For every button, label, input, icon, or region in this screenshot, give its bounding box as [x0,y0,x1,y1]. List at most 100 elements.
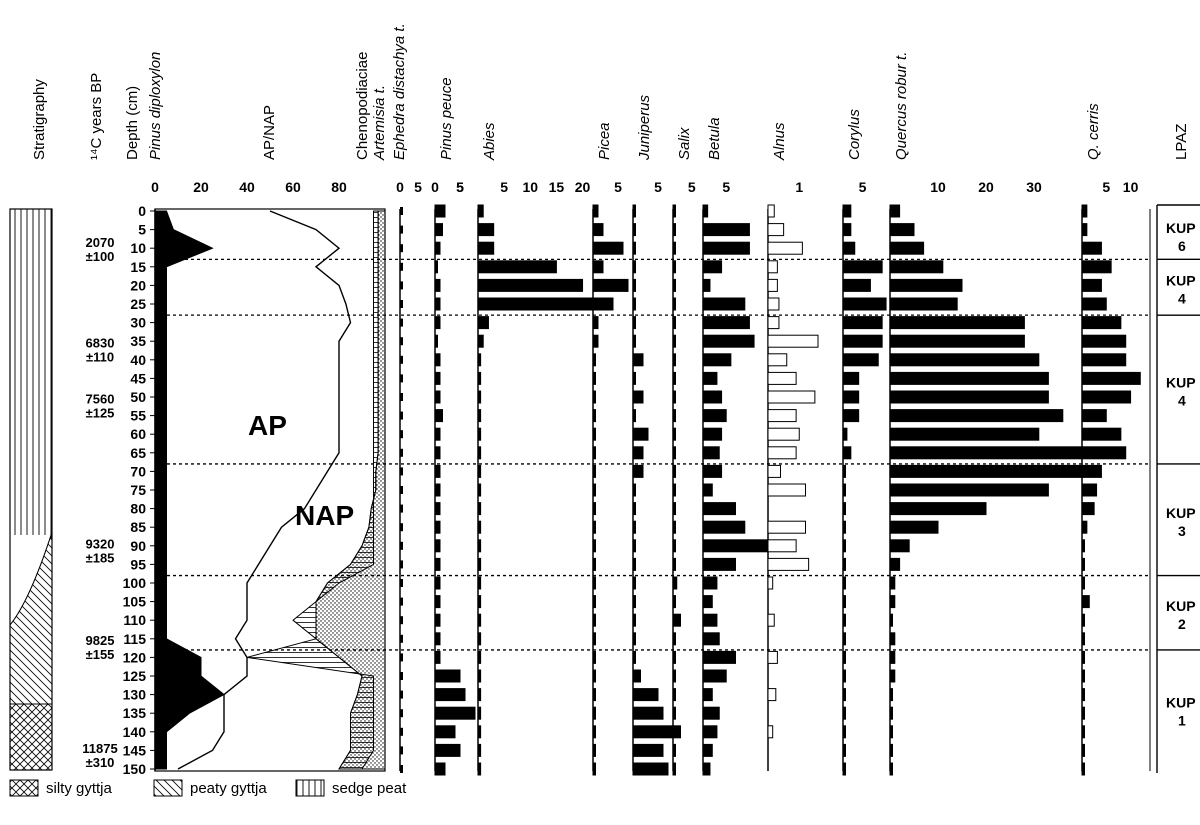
ephedra-bar [400,541,403,550]
taxon-bar [672,334,676,348]
taxon-bar [477,650,482,664]
taxon-bar [434,539,441,553]
taxon-bar [889,725,893,739]
depth-tick-label: 140 [123,724,147,740]
depth-axis: 0 5 10 15 20 25 30 35 40 45 50 55 60 65 70 75 80 85 90 95 10… [123,203,156,777]
taxon-bar [672,464,676,478]
taxon-bar [592,204,599,218]
ephedra-bar [400,448,403,457]
taxon-tick: 5 [722,179,730,195]
taxon-bar [477,632,482,646]
taxon-bar [842,464,846,478]
taxon-bar [672,613,681,627]
taxon-bar [592,613,596,627]
depth-tick-label: 20 [130,277,146,293]
taxon-bar [434,427,441,441]
depth-tick-label: 65 [130,445,146,461]
ap-line [177,210,352,770]
taxon-tick: 5 [688,179,696,195]
taxon-bar [702,464,723,478]
depth-tick-label: 85 [130,519,146,535]
taxon-bar [842,576,846,590]
taxon-bar [702,483,713,497]
zone-lines [155,258,1150,651]
taxon-bar [889,260,944,274]
taxon-bar [632,204,636,218]
pinus-diploxylon-header: Pinus diploxylon [147,52,164,160]
taxon-tick: 5 [614,179,622,195]
ephedra-tick: 5 [414,179,422,195]
taxon-bar [477,297,594,311]
ephedra-bar [400,374,403,383]
taxon-bar [767,278,778,292]
taxon-bar [477,260,557,274]
c14-age: 2070 [86,235,115,250]
taxon-bar [1081,371,1141,385]
taxon-bar [767,204,775,218]
taxon-bar [592,576,596,590]
taxon-bar [672,409,676,423]
taxon-bar [434,371,441,385]
taxon-bar [632,297,636,311]
taxon-bar [477,223,495,237]
depth-tick-label: 45 [130,370,146,386]
depth-tick-label: 125 [123,668,147,684]
taxon-bar [1081,427,1122,441]
taxon-bar [767,334,819,348]
c14-age: 9320 [86,537,115,552]
depth-tick-label: 0 [138,203,146,219]
ephedra-bar [400,634,403,643]
taxon-bar [672,650,676,664]
taxon-bar [767,316,780,330]
depth-tick-label: 100 [123,575,147,591]
taxon-bar [1081,595,1090,609]
ephedra-bar [400,746,403,755]
depth-tick-label: 95 [130,556,146,572]
taxon-bar [434,613,441,627]
taxon-bar [592,762,596,776]
taxon-tick: 5 [500,179,508,195]
taxon-bar [672,241,676,255]
taxon-bar [1081,743,1085,757]
lpaz-zone-number: 6 [1178,238,1186,254]
taxon-bar [1081,316,1122,330]
taxon-bar [1081,706,1085,720]
depth-tick-label: 80 [130,501,146,517]
taxon-bar [632,446,644,460]
taxon-bar [889,278,963,292]
taxon-bar [702,223,750,237]
taxon-bar [632,632,636,646]
taxon-bar [767,613,775,627]
taxon-bar [842,743,846,757]
taxon-bar [592,669,596,683]
taxon-bar [1081,762,1085,776]
taxon-bar [702,762,711,776]
ephedra-bar [400,709,403,718]
taxon-bar [592,632,596,646]
taxon-bar [632,427,649,441]
taxon-bar [767,260,778,274]
taxon-bar [632,706,664,720]
taxon-bar [842,595,846,609]
taxon-tick: 5 [456,179,464,195]
lpaz-zone-number: 2 [1178,616,1186,632]
taxon-bar [477,409,482,423]
taxon-bar [767,688,777,702]
taxon-bar [767,446,797,460]
taxon-bar [434,241,441,255]
taxon-bar [702,632,720,646]
taxon-bar [632,464,644,478]
taxon-bar [1081,464,1102,478]
taxon-bar [702,204,709,218]
taxon-bar [842,409,860,423]
taxon-bar [767,539,797,553]
ephedra-bar [400,262,403,271]
taxon-bar [477,576,482,590]
taxon-bar [889,576,896,590]
taxon-bar [1081,650,1085,664]
taxon-bar [767,297,780,311]
depth-tick-label: 55 [130,408,146,424]
taxon-bar [434,446,441,460]
taxon-bar [592,743,596,757]
